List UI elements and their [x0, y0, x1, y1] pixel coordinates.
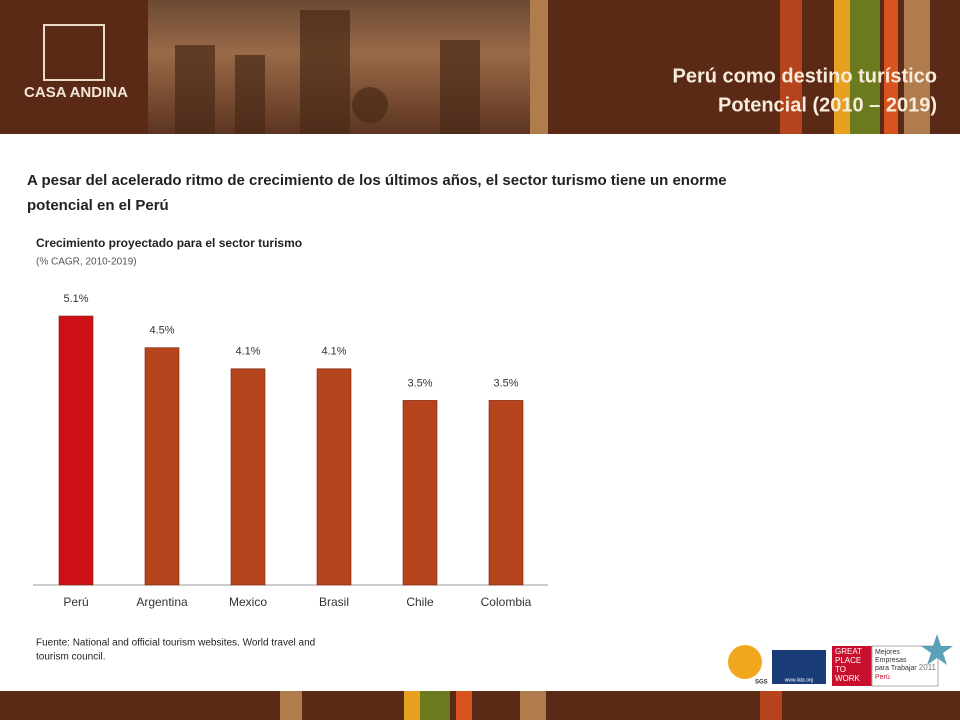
- x-tick-label: Chile: [406, 595, 434, 609]
- gptw-text: PLACE: [835, 656, 861, 665]
- chart-subtitle: (% CAGR, 2010-2019): [36, 257, 137, 268]
- stripe: [280, 691, 302, 720]
- sgs-logo: [728, 645, 762, 679]
- stripe: [520, 691, 546, 720]
- value-label: 4.1%: [321, 346, 346, 358]
- stripe: [404, 691, 420, 720]
- value-label: 3.5%: [407, 377, 432, 389]
- footer: [0, 691, 960, 720]
- logos: SGS www.iata.org GREAT PLACE TO WORK Mej…: [728, 634, 953, 687]
- x-tick-label: Argentina: [136, 595, 188, 609]
- stripe: [884, 0, 898, 134]
- stripe: [780, 0, 802, 134]
- stripe: [530, 0, 548, 134]
- gptw-text: WORK: [835, 674, 861, 683]
- source: tourism council.: [36, 652, 105, 663]
- star: [921, 634, 953, 665]
- footer-band: [0, 691, 960, 720]
- gptw-caption: Perú: [875, 674, 890, 681]
- gptw-logo: [832, 646, 872, 686]
- bar: [58, 315, 94, 586]
- gptw-caption: Mejores: [875, 649, 900, 656]
- value-label: 4.5%: [149, 325, 174, 337]
- bar: [488, 400, 524, 586]
- gptw-caption-box: [871, 645, 939, 687]
- gptw-year: 2011: [919, 663, 937, 672]
- iata-label: www.iata.org: [785, 677, 814, 683]
- gptw-text: TO: [835, 665, 846, 674]
- sgs-label: SGS: [755, 680, 768, 686]
- stripe: [456, 691, 472, 720]
- lead-text: A pesar del acelerado ritmo de crecimien…: [27, 172, 727, 189]
- iata-logo: [772, 650, 826, 684]
- x-tick-label: Mexico: [229, 595, 267, 609]
- stripe: [850, 0, 880, 134]
- value-label: 4.1%: [235, 346, 260, 358]
- header-title: Perú como destino turístico: [673, 65, 937, 87]
- brand-name: CASA ANDINA: [24, 84, 128, 101]
- source: Fuente: National and official tourism we…: [36, 638, 315, 649]
- value-label: 5.1%: [63, 293, 88, 305]
- gptw-text: GREAT: [835, 647, 862, 656]
- gptw-caption: para Trabajar: [875, 665, 917, 672]
- stripe: [834, 0, 850, 134]
- header-title: Potencial (2010 – 2019): [718, 94, 937, 116]
- stripe: [420, 691, 450, 720]
- gptw-caption: Empresas: [875, 657, 907, 664]
- logo-house: [43, 24, 105, 81]
- x-tick-label: Perú: [63, 595, 88, 609]
- value-label: 3.5%: [493, 377, 518, 389]
- lead-text: potencial en el Perú: [27, 197, 169, 214]
- stripe: [904, 0, 930, 134]
- bar: [144, 347, 180, 586]
- photo-buildings: [175, 10, 480, 134]
- chart-title: Crecimiento proyectado para el sector tu…: [36, 236, 302, 250]
- bar: [402, 400, 438, 586]
- bar: [316, 368, 352, 586]
- stripe: [760, 691, 782, 720]
- header: CASA ANDINA Perú como destino turístico …: [0, 0, 960, 134]
- x-tick-label: Colombia: [481, 595, 532, 609]
- x-tick-label: Brasil: [319, 595, 349, 609]
- plot: Perú 5.1% Argentina 4.5% Mexico 4.1% Brasil 4.1…: [58, 293, 532, 609]
- brand-logo: CASA ANDINA: [24, 24, 128, 101]
- bar: [230, 368, 266, 586]
